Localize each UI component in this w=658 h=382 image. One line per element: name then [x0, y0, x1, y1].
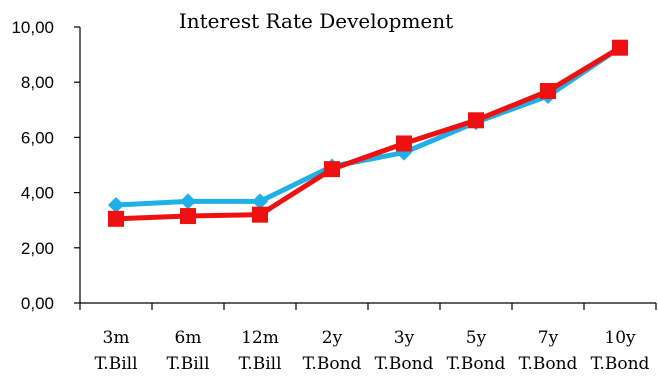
data-point-diamond	[252, 193, 268, 210]
data-point-square	[252, 206, 268, 223]
x-tick-label: 10y	[604, 328, 636, 348]
data-point-square	[324, 161, 340, 178]
y-tick-label: 8,00	[21, 73, 54, 92]
x-tick-label-sub: T.Bond	[447, 354, 506, 374]
axes: 0,00 2,00 4,00 6,00 8,00 10,00 3m T.Bill 6m T.Bil…	[11, 18, 657, 374]
data-point-square	[108, 210, 124, 227]
x-tick-label-sub: T.Bond	[303, 354, 362, 374]
data-point-square	[396, 135, 412, 152]
x-tick-label-sub: T.Bond	[519, 354, 578, 374]
x-tick-label: 3y	[394, 328, 415, 348]
x-tick-label: 7y	[538, 328, 559, 348]
x-tick-label-sub: T.Bill	[94, 354, 137, 374]
data-point-diamond	[180, 193, 196, 210]
y-tick-label: 10,00	[11, 18, 54, 37]
series-layer	[108, 39, 628, 227]
x-tick-label-sub: T.Bill	[238, 354, 281, 374]
data-point-square	[612, 39, 628, 56]
x-tick-label-sub: T.Bond	[375, 354, 434, 374]
y-tick-label: 4,00	[21, 184, 54, 203]
x-tick-label-sub: T.Bill	[166, 354, 209, 374]
x-tick-label: 3m	[103, 328, 130, 348]
y-tick-label: 6,00	[21, 128, 54, 147]
x-tick-label: 6m	[175, 328, 202, 348]
series-1	[108, 39, 628, 214]
y-tick-label: 0,00	[21, 294, 54, 313]
series-line	[115, 45, 622, 222]
series-line	[115, 45, 622, 208]
x-tick-label: 2y	[322, 328, 343, 348]
chart-title: Interest Rate Development	[179, 9, 453, 33]
data-point-square	[468, 112, 484, 129]
x-tick-label-sub: T.Bond	[591, 354, 650, 374]
data-point-square	[180, 208, 196, 225]
y-tick-label: 2,00	[21, 239, 54, 258]
x-tick-label: 12m	[241, 328, 279, 348]
data-point-diamond	[108, 197, 124, 214]
data-point-square	[540, 83, 556, 100]
series-2	[108, 39, 628, 227]
x-tick-label: 5y	[466, 328, 487, 348]
